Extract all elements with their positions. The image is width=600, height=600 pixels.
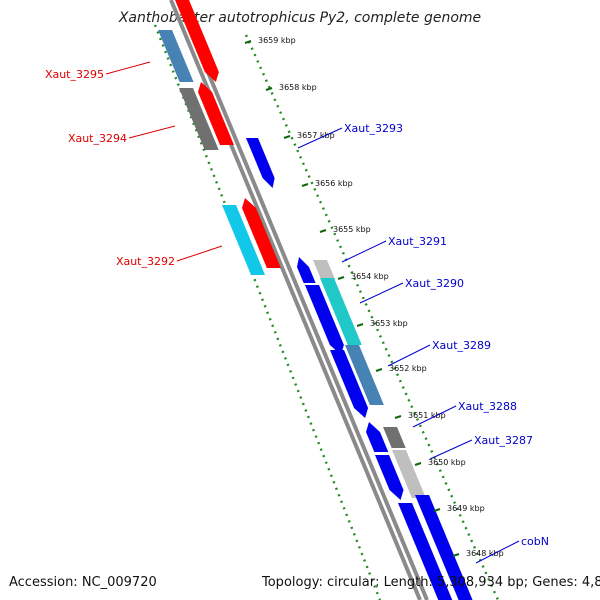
gene-block-steel-3289 <box>345 345 384 405</box>
kbp-tick-mark <box>394 415 402 419</box>
gene-block-red-3294 <box>198 82 234 145</box>
kbp-tick-label: 3648 kbp <box>466 549 504 558</box>
gene-label-xaut_3288: Xaut_3288 <box>458 400 517 413</box>
gene-label-xaut_3287: Xaut_3287 <box>474 434 533 447</box>
gene-label-xaut_3290: Xaut_3290 <box>405 277 464 290</box>
label-leader-line <box>475 540 520 564</box>
gene-block-gray-3294 <box>179 88 219 150</box>
right-gene-labels: Xaut_3293 Xaut_3291 Xaut_3290 Xaut_3289 Xaut… <box>297 122 549 564</box>
genome-summary-text: Topology: circular; Length: 5,308,934 bp… <box>262 575 600 590</box>
dotted-rail-1 <box>153 24 382 600</box>
gene-label-xaut_3293: Xaut_3293 <box>344 122 403 135</box>
kbp-tick-mark <box>337 276 345 280</box>
kbp-tick-mark <box>319 229 327 233</box>
gene-label-xaut_3292: Xaut_3292 <box>116 255 175 268</box>
gene-block-light-3291 <box>313 260 336 280</box>
gene-block-gray-3288 <box>383 427 406 448</box>
kbp-tick-label: 3651 kbp <box>408 411 446 420</box>
kbp-tick-label: 3655 kbp <box>333 225 371 234</box>
gene-block-blue-cobn-2 <box>415 495 473 600</box>
label-leader-line <box>128 125 176 139</box>
label-leader-line <box>359 282 404 304</box>
accession-text: Accession: NC_009720 <box>9 575 157 590</box>
gene-block-blue-3291 <box>305 285 344 355</box>
label-leader-line <box>387 344 431 367</box>
kbp-tick-label: 3653 kbp <box>370 319 408 328</box>
gene-block-red-3292 <box>242 198 281 268</box>
kbp-tick-label: 3657 kbp <box>297 131 335 140</box>
kbp-ticks: 3659 kbp 3658 kbp 3657 kbp 3656 kbp 3655 kbp… <box>244 36 504 558</box>
kbp-tick-label: 3659 kbp <box>258 36 296 45</box>
gene-features <box>158 0 473 600</box>
dotted-rail-2 <box>244 34 500 600</box>
gene-block-blue-3289 <box>330 350 369 418</box>
gene-block-red-3295 <box>175 0 219 82</box>
gene-block-blue-cobn-1 <box>398 503 453 600</box>
kbp-tick-label: 3652 kbp <box>389 364 427 373</box>
gene-block-blue-small <box>297 257 316 283</box>
gene-label-xaut_3295: Xaut_3295 <box>45 68 104 81</box>
label-leader-line <box>341 240 387 263</box>
kbp-tick-mark <box>452 553 460 557</box>
kbp-tick-label: 3650 kbp <box>428 458 466 467</box>
kbp-tick-mark <box>433 508 441 512</box>
label-leader-line <box>105 61 151 75</box>
tick-dot-lines <box>153 24 500 600</box>
kbp-tick-mark <box>356 323 364 327</box>
gene-block-blue-3288 <box>366 422 389 452</box>
gene-block-blue-3287 <box>375 455 404 500</box>
gene-block-cyan-3292 <box>222 205 266 275</box>
kbp-tick-label: 3658 kbp <box>279 83 317 92</box>
gene-block-teal-3290 <box>320 278 362 345</box>
gene-label-xaut_3289: Xaut_3289 <box>432 339 491 352</box>
label-leader-line <box>297 127 343 149</box>
label-leader-line <box>429 439 473 460</box>
kbp-tick-mark <box>375 368 383 372</box>
map-title: Xanthobacter autotrophicus Py2, complete… <box>118 10 482 26</box>
gene-label-cobn: cobN <box>521 535 549 548</box>
kbp-tick-label: 3654 kbp <box>351 272 389 281</box>
gene-block-light-3287 <box>392 450 426 498</box>
left-gene-labels: Xaut_3295 Xaut_3294 Xaut_3292 <box>45 61 223 268</box>
gene-label-xaut_3294: Xaut_3294 <box>68 132 127 145</box>
gene-label-xaut_3291: Xaut_3291 <box>388 235 447 248</box>
gene-block-blue-3293 <box>246 138 275 188</box>
kbp-tick-mark <box>414 462 422 466</box>
label-leader-line <box>412 405 457 428</box>
kbp-tick-label: 3656 kbp <box>315 179 353 188</box>
label-leader-line <box>176 245 223 262</box>
kbp-tick-label: 3649 kbp <box>447 504 485 513</box>
backbone-strand-2 <box>176 0 429 600</box>
kbp-tick-mark <box>283 135 291 139</box>
gene-block-steel-3295 <box>158 30 194 82</box>
kbp-tick-mark <box>301 183 309 187</box>
kbp-tick-mark <box>244 40 252 44</box>
kbp-tick-mark <box>265 87 273 91</box>
